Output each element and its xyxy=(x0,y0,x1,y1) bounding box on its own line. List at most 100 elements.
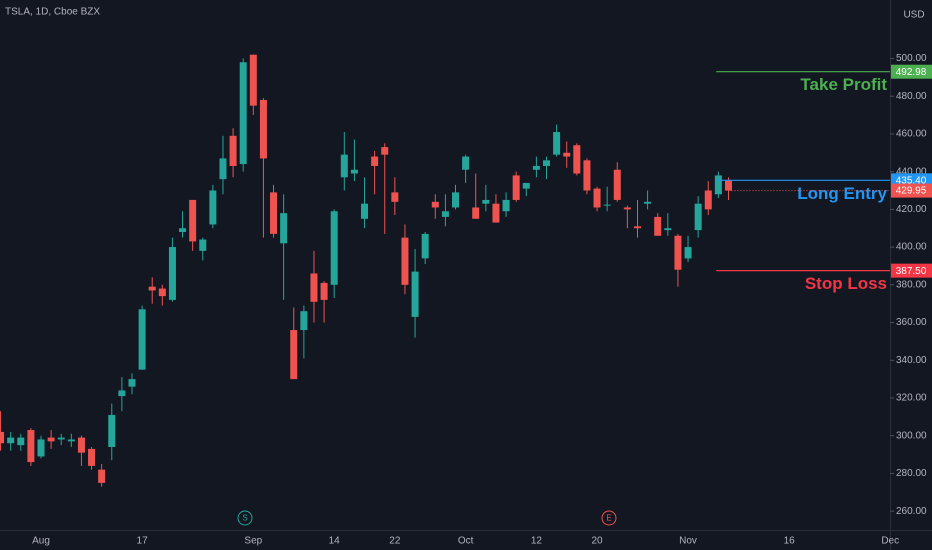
symbol-label: TSLA, 1D, Cboe BZX xyxy=(5,7,100,18)
x-tick-label: 16 xyxy=(784,536,796,547)
y-tick-label: 460.00 xyxy=(896,129,927,140)
candle-body xyxy=(17,437,25,446)
candle-body xyxy=(522,182,530,189)
x-tick-label: 14 xyxy=(329,536,341,547)
candle-body xyxy=(694,203,702,231)
currency-label: USD xyxy=(903,10,924,21)
y-tick-label: 320.00 xyxy=(896,393,927,404)
candle-body xyxy=(462,156,470,170)
x-tick-label: 17 xyxy=(137,536,149,547)
y-tick-label: 260.00 xyxy=(896,506,927,517)
level-name: Take Profit xyxy=(800,75,887,94)
candle-body xyxy=(57,437,65,440)
candle-body xyxy=(88,448,96,466)
x-tick-label: Dec xyxy=(881,536,899,547)
y-tick-label: 480.00 xyxy=(896,91,927,102)
candle-body xyxy=(320,282,328,300)
candle-body xyxy=(441,211,449,217)
y-tick-label: 360.00 xyxy=(896,317,927,328)
level-name: Long Entry xyxy=(797,184,887,203)
event-marker[interactable] xyxy=(601,510,617,526)
x-tick-label: 20 xyxy=(591,536,603,547)
candle-body xyxy=(391,192,399,202)
candle-body xyxy=(452,192,460,208)
candle-body xyxy=(7,437,15,444)
candle-body xyxy=(300,311,308,331)
last-price-label: 429.95 xyxy=(896,186,927,197)
candle-body xyxy=(492,203,500,223)
price-tag xyxy=(891,64,932,79)
candle-body xyxy=(613,169,621,200)
candle-body xyxy=(381,147,389,155)
candle-body xyxy=(229,135,237,166)
y-tick-label: 280.00 xyxy=(896,468,927,479)
candle-body xyxy=(37,439,45,457)
y-tick-label: 440.00 xyxy=(896,166,927,177)
candle-body xyxy=(77,437,85,453)
candle-body xyxy=(704,190,712,210)
candle-body xyxy=(603,204,611,206)
event-marker[interactable] xyxy=(237,510,253,526)
candle-body xyxy=(350,169,358,174)
candle-body xyxy=(189,199,197,242)
candle-body xyxy=(421,233,429,259)
last-price-tag xyxy=(891,183,932,198)
candle-body xyxy=(168,247,176,300)
candle-body xyxy=(27,430,35,463)
candle-body xyxy=(249,54,257,106)
x-tick-label: Sep xyxy=(244,536,262,547)
y-tick-label: 300.00 xyxy=(896,430,927,441)
candle-body xyxy=(138,309,146,370)
candle-body xyxy=(482,199,490,204)
candle-body xyxy=(401,237,409,285)
event-label[interactable]: S xyxy=(242,514,247,523)
candle-body xyxy=(270,192,278,234)
candle-body xyxy=(239,62,247,165)
price-tag xyxy=(891,263,932,278)
candle-body xyxy=(310,273,318,302)
candle-body xyxy=(543,160,550,166)
candle-body xyxy=(259,99,267,159)
event-label[interactable]: E xyxy=(606,514,611,523)
y-tick-label: 420.00 xyxy=(896,204,927,215)
candle-body xyxy=(330,211,338,285)
candle-body xyxy=(371,156,379,166)
candle-body xyxy=(118,390,126,397)
candle-body xyxy=(361,203,369,219)
candle-body xyxy=(158,288,166,297)
x-tick-label: 12 xyxy=(531,536,543,547)
candle-body xyxy=(532,165,540,170)
x-tick-label: Aug xyxy=(32,536,50,547)
price-tag-label: 387.50 xyxy=(896,266,927,277)
candle-body xyxy=(148,286,156,291)
y-tick-label: 340.00 xyxy=(896,355,927,366)
candle-body xyxy=(98,469,106,483)
candle-body xyxy=(199,239,207,251)
candle-body xyxy=(209,190,217,225)
level-name: Stop Loss xyxy=(805,274,887,293)
candle-body xyxy=(340,154,348,178)
candle-body xyxy=(583,160,591,191)
candle-body xyxy=(67,439,75,442)
candle-body xyxy=(684,247,692,259)
x-tick-label: Oct xyxy=(458,536,474,547)
candle-body xyxy=(633,226,641,229)
candle-body xyxy=(472,207,480,219)
candle-body xyxy=(674,235,682,270)
candle-body xyxy=(108,414,116,448)
candle-body xyxy=(593,188,601,208)
candle-body xyxy=(714,175,722,195)
candle-body xyxy=(573,145,581,174)
candle-body xyxy=(128,379,136,387)
y-tick-label: 400.00 xyxy=(896,242,927,253)
candle-body xyxy=(724,180,732,191)
candle-body xyxy=(512,175,520,200)
candle-body xyxy=(502,199,510,212)
candle-body xyxy=(0,431,5,444)
candle-body xyxy=(644,201,652,204)
candle-body xyxy=(563,152,571,157)
x-tick-label: Nov xyxy=(679,536,697,547)
